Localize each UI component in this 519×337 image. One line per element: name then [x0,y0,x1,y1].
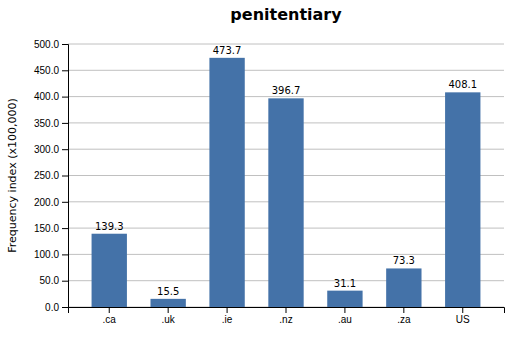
y-tick: 450.0 [34,65,68,76]
data-label: 31.1 [334,278,356,289]
bar [445,92,480,307]
y-tick: 500.0 [34,39,68,50]
data-labels: 139.3 15.5 473.7 396.7 31.1 73.3 408.1 [95,45,477,297]
tick-label: 500.0 [34,39,59,50]
tick-mark [462,307,463,313]
tick-label: 50.0 [40,275,60,286]
bar [150,299,185,307]
tick-mark [344,307,345,313]
tick-label: 0.0 [45,302,59,313]
tick-mark [62,228,68,229]
y-axis: 0.0 50.0 100.0 150.0 200.0 250.0 300.0 350.0 400… [34,39,69,313]
axis-domain [62,45,69,308]
tick-mark [62,281,68,282]
y-tick: 250.0 [34,170,68,181]
tick-mark [62,176,68,177]
y-tick: 0.0 [45,302,68,313]
tick-label: 450.0 [34,65,59,76]
tick-mark [62,44,68,45]
tick-mark [62,202,68,203]
bar [92,234,127,307]
data-label: 73.3 [393,255,415,266]
y-tick: 200.0 [34,197,68,208]
tick-label: 100.0 [34,249,59,260]
data-label: 408.1 [448,79,477,90]
y-tick: 50.0 [40,275,68,286]
tick-label: .au [338,314,352,325]
x-tick: .ie [222,307,233,325]
tick-mark [168,307,169,313]
y-tick: 350.0 [34,118,68,129]
grid-line [68,44,504,45]
tick-mark [62,123,68,124]
tick-mark [62,70,68,71]
bar [386,268,421,307]
bars [92,58,481,307]
tick-mark [62,307,68,308]
data-label: 396.7 [272,85,301,96]
data-label: 139.3 [95,221,124,232]
tick-label: .nz [279,314,292,325]
grid-line [68,70,504,71]
tick-label: 300.0 [34,144,59,155]
tick-mark [227,307,228,313]
y-axis-title: Frequency index (x100,000) [6,98,19,253]
x-tick: US [456,307,470,325]
y-tick: 300.0 [34,144,68,155]
tick-label: .za [397,314,411,325]
chart-svg: 0.0 50.0 100.0 150.0 200.0 250.0 300.0 350.0 400… [0,0,519,337]
x-tick: .uk [161,307,175,325]
x-tick: .za [397,307,411,325]
tick-label: .ie [222,314,233,325]
chart-title: penitentiary [230,5,342,24]
x-tick: .ca [103,307,117,325]
data-label: 473.7 [213,45,242,56]
bar [209,58,244,307]
tick-mark [403,307,404,313]
grid [68,44,504,307]
tick-mark [62,97,68,98]
tick-mark [286,307,287,313]
y-tick: 400.0 [34,91,68,102]
plot-area: 0.0 50.0 100.0 150.0 200.0 250.0 300.0 350.0 400… [34,39,505,325]
tick-mark [109,307,110,313]
data-label: 15.5 [157,286,179,297]
tick-mark [62,149,68,150]
tick-label: 350.0 [34,118,59,129]
tick-label: 150.0 [34,223,59,234]
y-tick: 150.0 [34,223,68,234]
tick-label: .ca [103,314,117,325]
axis-domain [69,308,505,314]
tick-label: 250.0 [34,170,59,181]
tick-label: US [456,314,470,325]
bar [268,98,303,307]
y-tick: 100.0 [34,249,68,260]
tick-label: 400.0 [34,91,59,102]
x-tick: .au [338,307,352,325]
x-tick: .nz [279,307,292,325]
bar [327,291,362,307]
x-axis: .ca .uk .ie .nz .au .za US [69,307,505,325]
tick-label: 200.0 [34,197,59,208]
tick-label: .uk [161,314,175,325]
tick-mark [62,254,68,255]
